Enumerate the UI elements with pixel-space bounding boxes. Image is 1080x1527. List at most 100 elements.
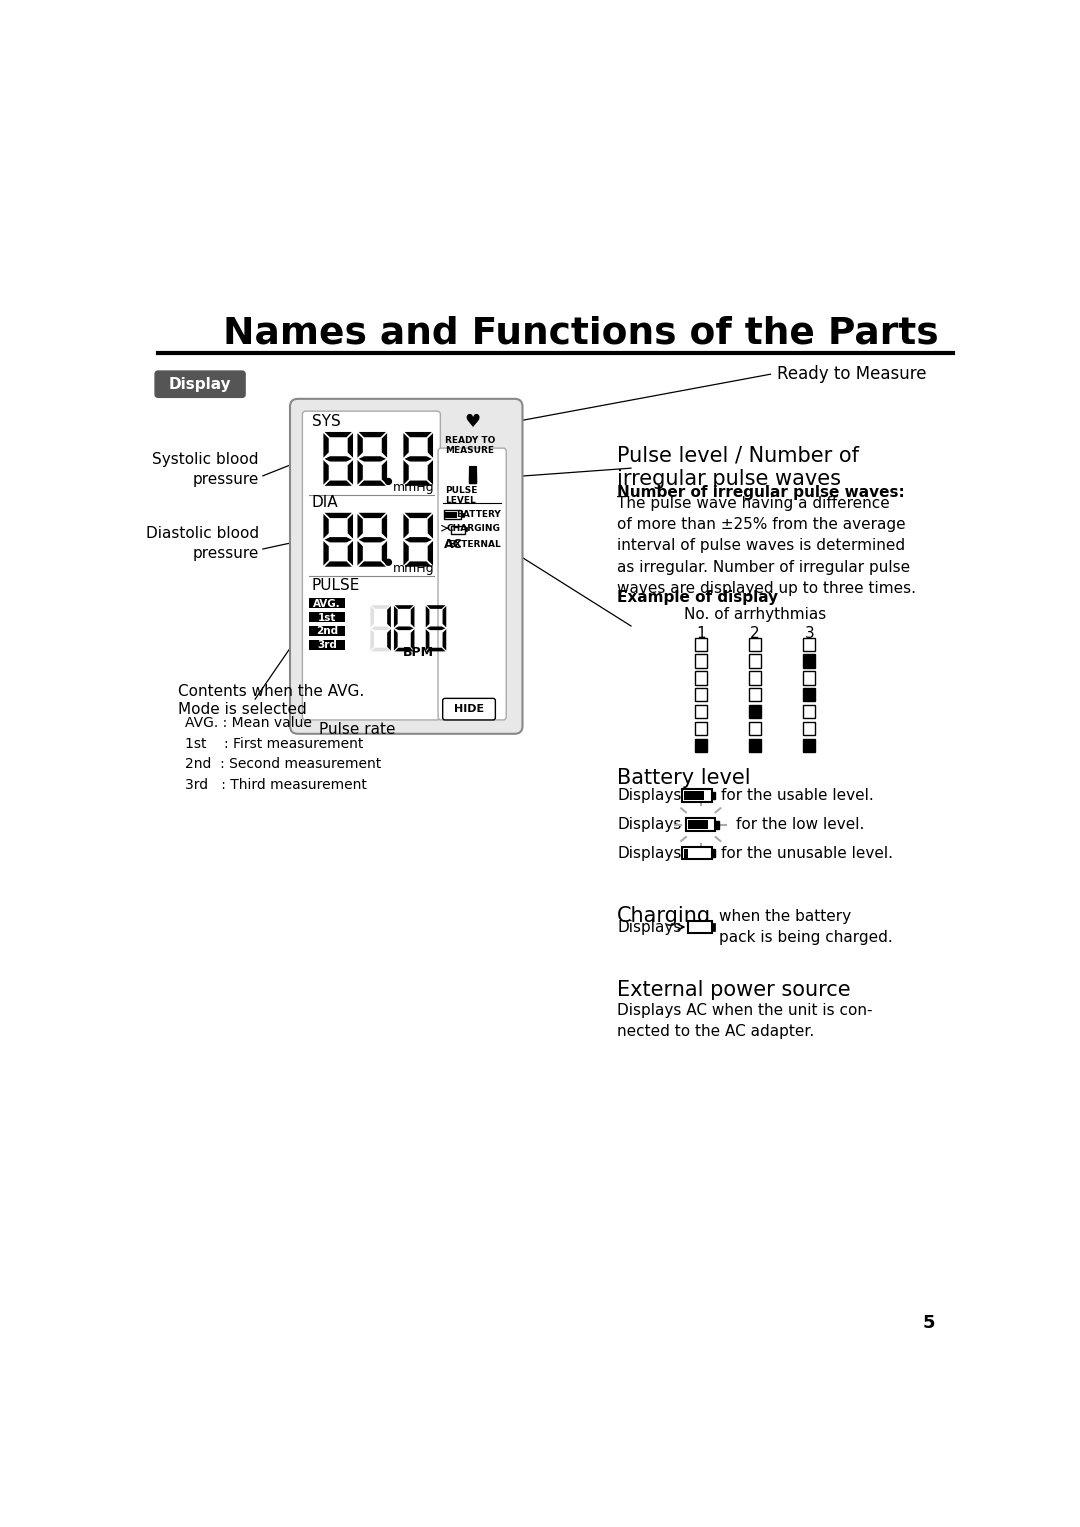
Polygon shape xyxy=(428,460,433,484)
Bar xyxy=(469,478,476,483)
Bar xyxy=(694,689,707,701)
Text: Ready to Measure: Ready to Measure xyxy=(777,365,927,383)
Polygon shape xyxy=(370,629,374,651)
Polygon shape xyxy=(325,432,352,437)
Polygon shape xyxy=(359,481,386,486)
Text: Displays: Displays xyxy=(617,788,681,803)
Text: 2nd: 2nd xyxy=(316,626,338,637)
Polygon shape xyxy=(395,605,414,609)
Bar xyxy=(469,475,476,483)
Polygon shape xyxy=(427,626,445,631)
Text: SYS: SYS xyxy=(312,414,340,429)
Bar xyxy=(469,472,476,483)
Text: The pulse wave having a difference
of more than ±25% from the average
interval o: The pulse wave having a difference of mo… xyxy=(617,496,916,596)
Polygon shape xyxy=(323,434,328,458)
Bar xyxy=(309,626,345,637)
Text: PULSE: PULSE xyxy=(312,577,360,592)
Polygon shape xyxy=(410,606,415,628)
Polygon shape xyxy=(410,629,415,651)
Bar xyxy=(688,820,707,829)
Bar xyxy=(688,921,712,933)
FancyBboxPatch shape xyxy=(302,411,441,719)
Bar xyxy=(748,689,761,701)
Polygon shape xyxy=(387,629,391,651)
Polygon shape xyxy=(404,434,408,458)
Polygon shape xyxy=(348,434,353,458)
Polygon shape xyxy=(372,626,390,631)
Text: Number of irregular pulse waves:: Number of irregular pulse waves: xyxy=(617,486,905,499)
Polygon shape xyxy=(405,481,432,486)
Bar xyxy=(684,791,704,800)
Bar xyxy=(804,722,815,736)
Polygon shape xyxy=(381,541,387,565)
Polygon shape xyxy=(394,606,397,628)
Bar xyxy=(748,722,761,736)
Text: Example of display: Example of display xyxy=(617,589,779,605)
Text: Battery level: Battery level xyxy=(617,768,751,788)
Bar xyxy=(309,599,345,608)
Text: when the battery
pack is being charged.: when the battery pack is being charged. xyxy=(719,909,893,945)
Text: No. of arrhythmias: No. of arrhythmias xyxy=(684,606,826,621)
Text: 5: 5 xyxy=(923,1313,935,1332)
Polygon shape xyxy=(428,515,433,539)
Bar xyxy=(684,849,688,858)
Bar xyxy=(465,527,468,531)
Polygon shape xyxy=(359,432,386,437)
Bar xyxy=(748,672,761,684)
Text: AC: AC xyxy=(444,538,463,551)
Bar xyxy=(804,638,815,651)
Polygon shape xyxy=(325,457,352,461)
Circle shape xyxy=(386,559,391,565)
Text: 2: 2 xyxy=(751,626,760,641)
FancyBboxPatch shape xyxy=(443,698,496,719)
Polygon shape xyxy=(348,541,353,565)
Bar xyxy=(309,612,345,621)
Polygon shape xyxy=(427,647,445,652)
Bar xyxy=(804,739,815,753)
Text: 3: 3 xyxy=(805,626,814,641)
Bar xyxy=(309,640,345,651)
Bar xyxy=(748,638,761,651)
Bar xyxy=(683,789,712,802)
Polygon shape xyxy=(323,460,328,484)
Polygon shape xyxy=(443,629,446,651)
Bar xyxy=(444,510,461,519)
Bar xyxy=(694,638,707,651)
Text: for the unusable level.: for the unusable level. xyxy=(721,846,893,861)
Text: BPM: BPM xyxy=(403,646,434,660)
Text: 1: 1 xyxy=(696,626,705,641)
Polygon shape xyxy=(381,460,387,484)
FancyBboxPatch shape xyxy=(438,447,507,719)
Bar xyxy=(451,525,465,533)
Polygon shape xyxy=(395,626,414,631)
Text: EXTERNAL: EXTERNAL xyxy=(448,541,501,548)
Text: Displays: Displays xyxy=(617,817,681,832)
Polygon shape xyxy=(323,541,328,565)
Bar xyxy=(694,722,707,736)
Text: Displays: Displays xyxy=(617,846,681,861)
Text: mmHg: mmHg xyxy=(392,562,434,574)
Polygon shape xyxy=(404,460,408,484)
Bar xyxy=(748,655,761,667)
Polygon shape xyxy=(381,434,387,458)
Text: External power source: External power source xyxy=(617,980,851,1000)
Polygon shape xyxy=(359,457,386,461)
Polygon shape xyxy=(357,460,363,484)
FancyBboxPatch shape xyxy=(154,371,246,399)
Bar xyxy=(686,818,715,831)
Polygon shape xyxy=(325,513,352,518)
Polygon shape xyxy=(443,606,446,628)
Polygon shape xyxy=(395,647,414,652)
Text: 1st: 1st xyxy=(318,612,336,623)
Text: for the low level.: for the low level. xyxy=(737,817,865,832)
Text: Diastolic blood
pressure: Diastolic blood pressure xyxy=(146,527,259,560)
Polygon shape xyxy=(372,647,390,652)
Bar xyxy=(445,512,458,518)
Text: AVG. : Mean value
1st    : First measurement
2nd  : Second measurement
3rd   : T: AVG. : Mean value 1st : First measuremen… xyxy=(186,716,381,793)
Text: BATTERY: BATTERY xyxy=(456,510,501,519)
Polygon shape xyxy=(405,562,432,567)
Bar xyxy=(712,849,715,857)
Text: Names and Functions of the Parts: Names and Functions of the Parts xyxy=(222,316,939,351)
Polygon shape xyxy=(323,515,328,539)
Polygon shape xyxy=(428,541,433,565)
